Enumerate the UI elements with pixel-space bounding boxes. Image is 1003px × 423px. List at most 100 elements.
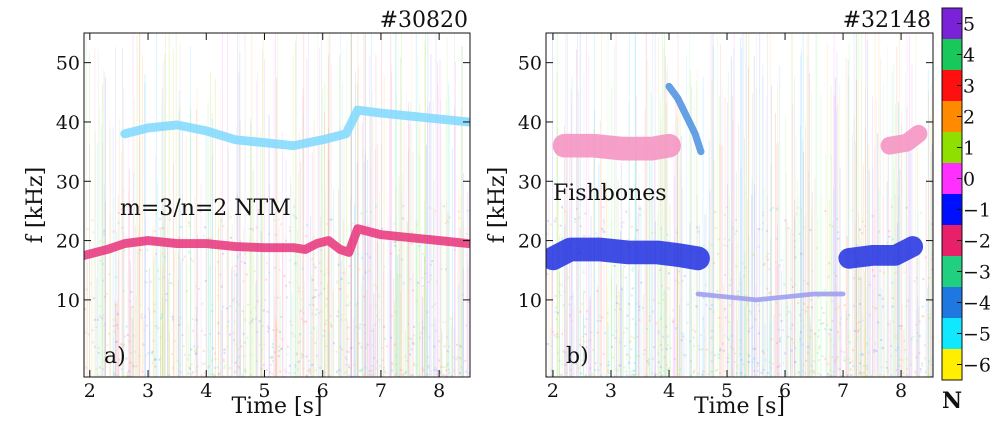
noise (393, 244, 396, 247)
noise (347, 304, 350, 307)
noise (238, 354, 241, 357)
noise (550, 223, 553, 226)
noise (702, 370, 705, 373)
noise (762, 351, 765, 354)
noise (727, 320, 730, 323)
noise (630, 370, 633, 373)
colorbar-segment (942, 8, 962, 39)
noise (925, 371, 928, 374)
noise (222, 375, 225, 377)
noise (914, 371, 917, 374)
noise (187, 221, 190, 224)
noise (125, 205, 128, 208)
noise (441, 373, 444, 376)
noise (143, 374, 146, 377)
noise (714, 210, 717, 213)
noise (85, 366, 88, 369)
noise (716, 368, 719, 371)
noise (402, 205, 405, 208)
noise (584, 212, 587, 215)
noise (868, 314, 871, 317)
noise (651, 371, 654, 374)
noise (735, 229, 738, 232)
noise (802, 364, 805, 367)
noise (625, 374, 628, 377)
plot-frame (545, 32, 934, 378)
noise (459, 372, 462, 375)
noise (336, 279, 339, 282)
noise (279, 330, 282, 333)
noise (735, 364, 738, 367)
noise (153, 303, 156, 306)
noise (101, 317, 104, 320)
noise (849, 368, 852, 371)
noise (298, 333, 301, 336)
noise (406, 359, 409, 362)
noise (888, 235, 891, 238)
noise (102, 279, 105, 282)
noise (330, 325, 333, 328)
noise (340, 314, 343, 317)
noise (732, 348, 735, 351)
noise (320, 270, 323, 273)
noise (233, 371, 236, 374)
noise (847, 335, 850, 338)
noise (203, 372, 206, 375)
noise (319, 366, 322, 369)
noise (266, 310, 269, 313)
noise (573, 220, 576, 223)
noise (874, 307, 877, 310)
noise (737, 290, 740, 293)
noise (660, 348, 663, 351)
noise (140, 314, 143, 317)
noise (613, 375, 616, 377)
noise (839, 322, 842, 325)
noise (684, 354, 687, 357)
x-tick-label: 5 (721, 380, 733, 402)
noise (424, 272, 427, 275)
noise (575, 362, 578, 365)
noise (664, 375, 667, 377)
noise (395, 240, 398, 243)
noise (430, 369, 433, 372)
noise (360, 212, 363, 215)
noise (776, 342, 779, 345)
noise (94, 345, 97, 348)
noise (792, 341, 795, 344)
noise (739, 283, 742, 286)
noise (674, 279, 677, 282)
noise (112, 352, 115, 355)
noise (833, 271, 836, 274)
noise (752, 347, 755, 350)
noise (774, 261, 777, 264)
noise (128, 370, 131, 373)
noise (278, 218, 281, 221)
noise (277, 355, 280, 358)
noise (276, 296, 279, 299)
colorbar-tick-label: 5 (963, 14, 975, 36)
noise (283, 368, 286, 371)
noise (371, 329, 374, 332)
noise (843, 359, 846, 362)
noise (820, 307, 823, 310)
noise (364, 271, 367, 274)
noise (179, 226, 182, 229)
noise (638, 207, 641, 210)
noise (801, 343, 804, 346)
noise (86, 228, 89, 231)
noise (840, 349, 843, 352)
x-tick-label: 7 (837, 380, 849, 402)
noise (159, 227, 162, 230)
noise (348, 264, 351, 267)
noise (927, 368, 930, 371)
noise (632, 336, 635, 339)
noise (434, 366, 437, 369)
noise (861, 353, 864, 356)
noise (222, 349, 225, 352)
colorbar-segment (942, 349, 962, 380)
noise (739, 353, 742, 356)
y-tick-label: 40 (56, 112, 80, 134)
noise (680, 339, 683, 342)
noise (735, 372, 738, 375)
